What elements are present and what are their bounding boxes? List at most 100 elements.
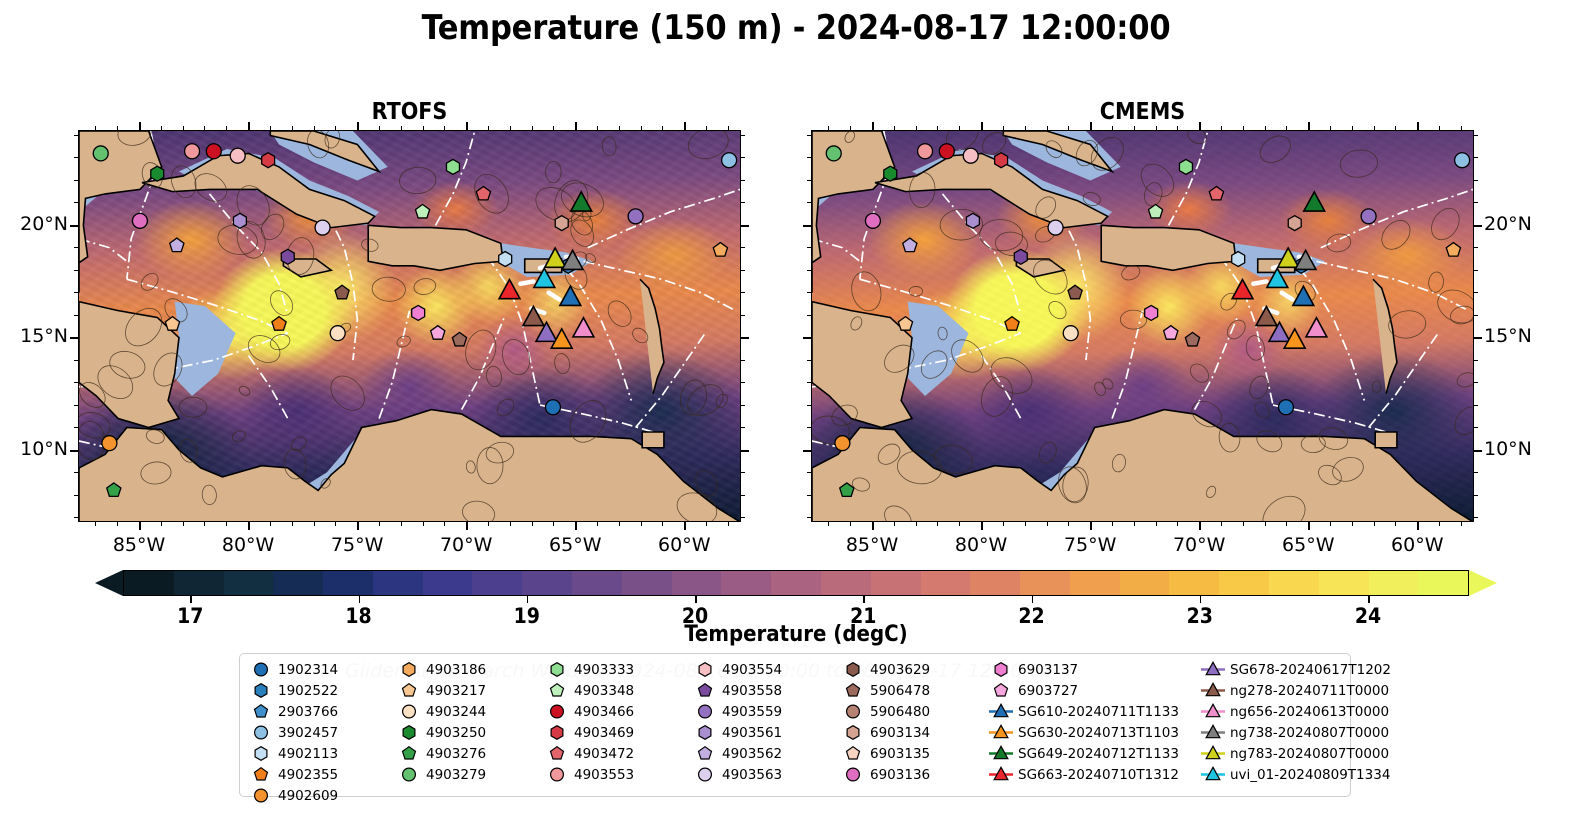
argo-float-marker[interactable] <box>1164 326 1178 339</box>
legend-entry[interactable]: 5906478 <box>840 680 988 701</box>
legend-entry[interactable]: SG663-20240710T1312 <box>988 764 1200 785</box>
legend-entry[interactable]: SG678-20240617T1202 <box>1200 659 1412 680</box>
argo-float-marker[interactable] <box>1048 220 1063 235</box>
argo-float-marker[interactable] <box>1209 186 1223 199</box>
glider-marker[interactable] <box>1232 280 1253 299</box>
argo-float-marker[interactable] <box>1361 209 1376 224</box>
legend-entry[interactable]: 2903766 <box>248 701 396 722</box>
argo-float-marker[interactable] <box>628 209 643 224</box>
argo-float-marker[interactable] <box>476 186 490 199</box>
map-panel-rtofs[interactable] <box>78 130 741 522</box>
argo-float-marker[interactable] <box>545 400 560 415</box>
legend-entry[interactable]: 4902113 <box>248 743 396 764</box>
glider-marker[interactable] <box>523 306 544 325</box>
argo-float-marker[interactable] <box>233 213 246 228</box>
glider-marker[interactable] <box>1293 286 1314 305</box>
legend-entry[interactable]: 1902314 <box>248 659 396 680</box>
argo-float-marker[interactable] <box>963 148 978 163</box>
glider-marker[interactable] <box>534 268 555 287</box>
legend-entry[interactable]: 6903136 <box>840 764 988 785</box>
legend-entry[interactable]: 3902457 <box>248 722 396 743</box>
glider-marker[interactable] <box>1278 248 1299 267</box>
glider-marker[interactable] <box>499 280 520 299</box>
argo-float-marker[interactable] <box>1455 153 1470 168</box>
legend-entry[interactable]: 4903186 <box>396 659 544 680</box>
argo-float-marker[interactable] <box>1145 305 1158 320</box>
argo-float-marker[interactable] <box>206 144 221 159</box>
legend-entry[interactable]: 6903134 <box>840 722 988 743</box>
argo-float-marker[interactable] <box>415 204 429 218</box>
legend-entry[interactable]: 4903250 <box>396 722 544 743</box>
argo-float-marker[interactable] <box>966 213 979 228</box>
argo-float-marker[interactable] <box>713 243 727 257</box>
argo-float-marker[interactable] <box>1278 400 1293 415</box>
argo-float-marker[interactable] <box>452 332 466 346</box>
argo-float-marker[interactable] <box>826 146 841 161</box>
argo-float-marker[interactable] <box>1068 285 1082 299</box>
legend-entry[interactable]: 1902522 <box>248 680 396 701</box>
legend-entry[interactable]: 6903135 <box>840 743 988 764</box>
legend-entry[interactable]: 4903469 <box>544 722 692 743</box>
argo-float-marker[interactable] <box>132 213 147 228</box>
legend-entry[interactable]: 4903554 <box>692 659 840 680</box>
legend-entry[interactable]: 4903553 <box>544 764 692 785</box>
legend-entry[interactable]: uvi_01-20240809T1334 <box>1200 764 1412 785</box>
argo-float-marker[interactable] <box>165 317 179 331</box>
legend-entry[interactable]: 5906480 <box>840 701 988 722</box>
argo-float-marker[interactable] <box>1446 243 1460 257</box>
legend-entry[interactable]: ng278-20240711T0000 <box>1200 680 1412 701</box>
argo-float-marker[interactable] <box>1014 249 1027 264</box>
legend-entry[interactable]: SG649-20240712T1133 <box>988 743 1200 764</box>
glider-marker[interactable] <box>571 192 592 211</box>
glider-marker[interactable] <box>1304 192 1325 211</box>
legend-entry[interactable]: 6903727 <box>988 680 1200 701</box>
glider-marker[interactable] <box>573 318 594 337</box>
legend-entry[interactable]: 4902609 <box>248 785 396 806</box>
glider-marker[interactable] <box>1267 268 1288 287</box>
observation-markers-cmems[interactable] <box>812 131 1473 522</box>
argo-float-marker[interactable] <box>835 436 850 451</box>
legend-entry[interactable]: ng738-20240807T0000 <box>1200 722 1412 743</box>
argo-float-marker[interactable] <box>898 317 912 331</box>
argo-float-marker[interactable] <box>281 249 294 264</box>
legend-entry[interactable]: 4903563 <box>692 764 840 785</box>
argo-float-marker[interactable] <box>335 285 349 299</box>
argo-float-marker[interactable] <box>499 252 512 267</box>
legend-entry[interactable]: 4903558 <box>692 680 840 701</box>
glider-marker[interactable] <box>545 248 566 267</box>
argo-float-marker[interactable] <box>903 238 917 252</box>
argo-float-marker[interactable] <box>555 216 568 231</box>
argo-float-marker[interactable] <box>272 317 286 331</box>
argo-float-marker[interactable] <box>1232 252 1245 267</box>
map-panel-cmems[interactable] <box>811 130 1474 522</box>
legend-entry[interactable]: 4903217 <box>396 680 544 701</box>
legend-entry[interactable]: 4903348 <box>544 680 692 701</box>
argo-float-marker[interactable] <box>151 166 164 181</box>
argo-float-marker[interactable] <box>412 305 425 320</box>
argo-float-marker[interactable] <box>1148 204 1162 218</box>
argo-float-marker[interactable] <box>865 213 880 228</box>
legend-entry[interactable]: 4903561 <box>692 722 840 743</box>
legend-entry[interactable]: 4903472 <box>544 743 692 764</box>
argo-float-marker[interactable] <box>262 153 275 168</box>
argo-float-marker[interactable] <box>1185 332 1199 346</box>
legend-entry[interactable]: ng783-20240807T0000 <box>1200 743 1412 764</box>
legend-entry[interactable]: 4903276 <box>396 743 544 764</box>
argo-float-marker[interactable] <box>93 146 108 161</box>
legend-entry[interactable]: 4903466 <box>544 701 692 722</box>
argo-float-marker[interactable] <box>884 166 897 181</box>
argo-float-marker[interactable] <box>1179 159 1192 174</box>
argo-float-marker[interactable] <box>431 326 445 339</box>
legend-entry[interactable]: 4903244 <box>396 701 544 722</box>
glider-marker[interactable] <box>560 286 581 305</box>
argo-float-marker[interactable] <box>918 144 933 159</box>
argo-float-marker[interactable] <box>1005 317 1019 331</box>
argo-float-marker[interactable] <box>230 148 245 163</box>
argo-float-marker[interactable] <box>107 483 121 496</box>
legend-entry[interactable]: ng656-20240613T0000 <box>1200 701 1412 722</box>
argo-float-marker[interactable] <box>170 238 184 252</box>
argo-float-marker[interactable] <box>722 153 737 168</box>
legend-entry[interactable]: 4903279 <box>396 764 544 785</box>
argo-float-marker[interactable] <box>315 220 330 235</box>
argo-float-marker[interactable] <box>939 144 954 159</box>
